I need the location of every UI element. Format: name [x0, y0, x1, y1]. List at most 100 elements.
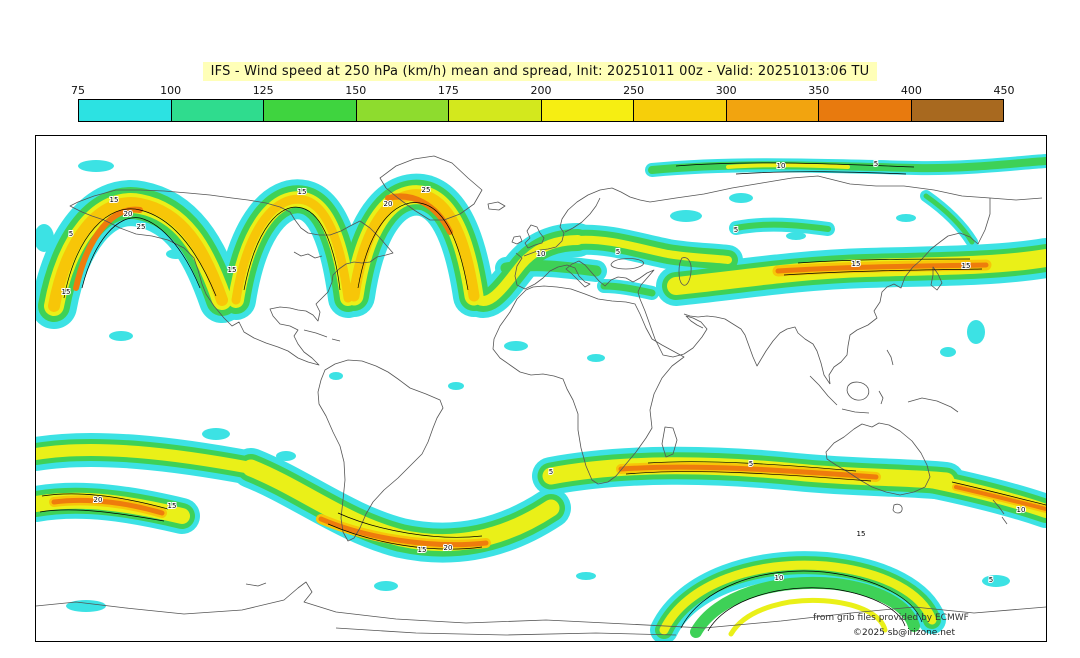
colorbar-tick-label: 100: [160, 84, 182, 97]
coastline: [610, 258, 644, 270]
coastline: [245, 582, 267, 587]
coastline: [303, 329, 341, 342]
colorbar-segment: [79, 100, 171, 121]
contour-label: 25: [422, 186, 431, 194]
spread-contour: [625, 471, 872, 482]
coastline: [825, 422, 931, 496]
wind-band: [51, 497, 165, 516]
wind-band: [600, 282, 656, 297]
colorbar-segment: [263, 100, 356, 121]
coastline: [661, 426, 678, 458]
world-map: 15 20 25 15 20 25 15 15 10 5 10 5 15 15 5 15 20 5 5 15 10 15 2…: [36, 154, 1046, 641]
colorbar-segment: [355, 100, 448, 121]
coastline: [846, 381, 870, 401]
contour-label: 15: [962, 262, 971, 270]
coastline: [514, 252, 655, 300]
contour-label: 20: [94, 496, 103, 504]
coastline: [649, 175, 1043, 203]
spread-contour: [81, 217, 201, 289]
wind-band: [726, 163, 850, 169]
spread-contour: [41, 493, 169, 510]
coastline: [335, 627, 677, 636]
contour-label: 25: [137, 223, 146, 231]
spread-contour: [327, 523, 483, 550]
wind-patch: [587, 354, 605, 362]
colorbar-tick-label: 250: [623, 84, 645, 97]
colorbar-ticks: 75 100 125 150 175 200 250 300 350 400 450: [71, 84, 1015, 97]
contour-label: 10: [775, 574, 784, 582]
wind-patch: [202, 428, 230, 440]
colorbar-tick-label: 350: [808, 84, 830, 97]
wind-patch: [78, 160, 114, 172]
wind-patch: [786, 232, 806, 240]
spread-contour: [707, 587, 906, 632]
colorbar-tick-label: 450: [993, 84, 1015, 97]
contour-label: 10: [537, 250, 546, 258]
contour-label: 5: [749, 460, 753, 468]
wind-band: [348, 189, 480, 302]
contour-label: 15: [168, 502, 177, 510]
contour-label: 15: [110, 196, 119, 204]
coastline: [511, 235, 523, 245]
wind-patch: [940, 347, 956, 357]
colorbar-segment: [448, 100, 541, 121]
wind-band: [648, 157, 1046, 174]
wind-band: [618, 464, 879, 480]
colorbar-tick-label: 125: [252, 84, 274, 97]
wind-patch: [329, 372, 343, 380]
contour-label: 5: [734, 226, 738, 234]
coastline: [907, 397, 959, 413]
coastline: [828, 198, 991, 385]
coastline: [639, 298, 708, 358]
colorbar-tick-label: 400: [900, 84, 922, 97]
colorbar-segment: [633, 100, 726, 121]
colorbar-tick-label: 150: [345, 84, 367, 97]
colorbar-tick-label: 175: [437, 84, 459, 97]
spread-contour: [357, 202, 469, 291]
map-frame: 15 20 25 15 20 25 15 15 10 5 10 5 15 15 5 15 20 5 5 15 10 15 2…: [35, 135, 1047, 642]
wind-patch: [729, 193, 753, 203]
coastline: [678, 257, 692, 286]
wind-band: [733, 221, 831, 232]
contour-label: 5: [874, 160, 878, 168]
coastline: [886, 349, 894, 366]
wind-patch: [967, 320, 985, 344]
colorbar-wrap: 75 100 125 150 175 200 250 300 350 400 450: [71, 84, 1015, 122]
coastline: [524, 224, 545, 249]
attribution-line2: ©2025 sb@irizone.net: [853, 628, 955, 638]
wind-band: [48, 197, 228, 312]
contour-label: 5: [69, 230, 73, 238]
wind-band: [385, 193, 453, 235]
wind-band: [659, 560, 937, 635]
spread-contour: [951, 481, 1046, 506]
chart-title: IFS - Wind speed at 250 hPa (km/h) mean …: [202, 62, 878, 81]
wind-band: [690, 576, 920, 638]
contour-label: 5: [989, 576, 993, 584]
attribution-line1: from grib files provided by ECMWF: [813, 613, 969, 623]
contour-label: 15: [857, 530, 866, 538]
coastline: [317, 359, 444, 542]
spread-contour: [647, 461, 857, 472]
colorbar-tick-label: 300: [715, 84, 737, 97]
spread-contour: [675, 162, 915, 168]
wind-band: [775, 262, 989, 274]
colorbar-segment: [540, 100, 633, 121]
coastline: [492, 285, 685, 485]
wind-band: [73, 206, 143, 291]
contour-label: 15: [62, 288, 71, 296]
wind-band: [231, 194, 353, 305]
coastline: [683, 313, 831, 385]
contour-label: 10: [1017, 506, 1026, 514]
wind-patch: [276, 451, 296, 461]
wind-patch: [504, 341, 528, 351]
coastline: [487, 201, 506, 211]
coastline: [36, 581, 1046, 629]
coastline: [523, 187, 651, 257]
wind-patch: [982, 575, 1010, 587]
colorbar-tick-label: 75: [71, 84, 85, 97]
coastline: [930, 266, 943, 291]
wind-patch: [448, 382, 464, 390]
wind-patch: [109, 331, 133, 341]
spread-contour: [39, 509, 165, 522]
